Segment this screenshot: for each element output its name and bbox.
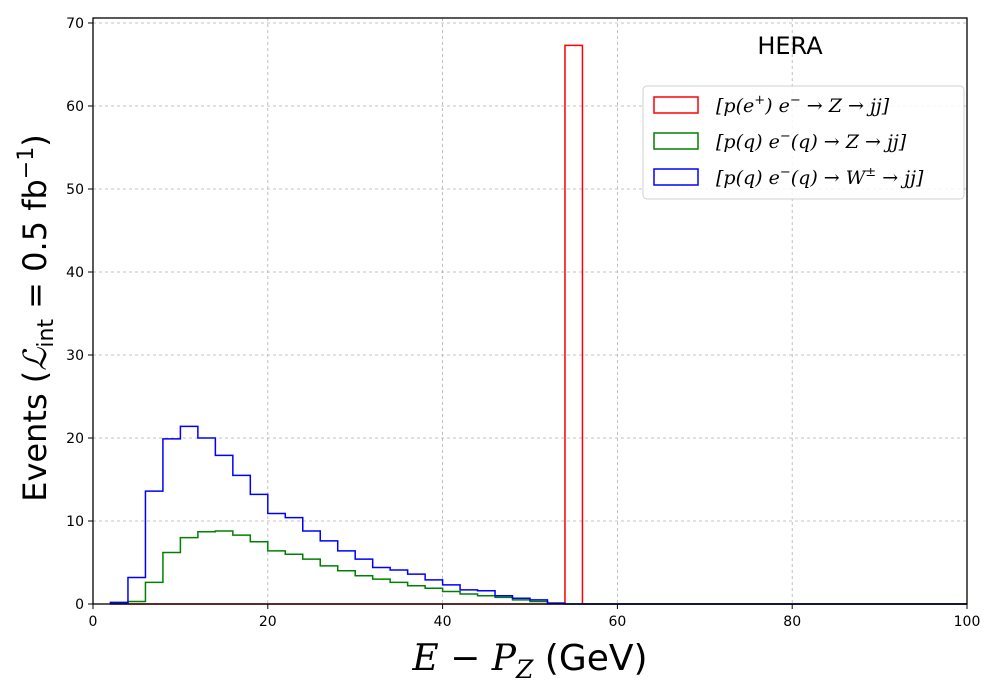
legend-1-open: [p(q) e: [716, 131, 780, 153]
legend-swatch-green: [653, 132, 699, 150]
y-axis-label-sub: int: [34, 319, 59, 348]
ticks: 0 20 40 60 80 100 0 10 20 30 40 50 60 70: [66, 16, 980, 630]
y-tick-label-7: 70: [66, 16, 84, 32]
x-axis-label-sub: Z: [515, 655, 534, 684]
legend-2-open: [p(q) e: [716, 167, 780, 189]
legend-2-mid: (q) → W: [791, 167, 867, 189]
x-tick-label-1: 20: [259, 614, 277, 630]
y-tick-label-5: 50: [66, 182, 84, 198]
y-axis-label-post: ): [16, 134, 54, 146]
y-axis-label-l: ℒ: [16, 347, 54, 371]
grid: [92, 18, 968, 605]
y-tick-label-0: 0: [75, 597, 84, 613]
y-axis-label-sup: −1: [14, 147, 39, 179]
legend-entry-0: [p(e+) e− → Z → jj]: [716, 93, 890, 117]
legend-frame: [642, 85, 965, 200]
legend-1-mid: (q) → Z → jj]: [791, 131, 907, 153]
legend-0-mid: ) e: [764, 95, 790, 117]
y-tick-label-4: 40: [66, 265, 84, 281]
x-tick-label-3: 60: [608, 614, 626, 630]
legend-0-rest: → Z → jj]: [801, 95, 890, 117]
legend-swatch-blue: [653, 168, 699, 186]
legend-0-open: [p(e: [716, 95, 754, 117]
y-tick-label-6: 60: [66, 99, 84, 115]
y-tick-label-2: 20: [66, 431, 84, 447]
legend: [p(e+) e− → Z → jj] [p(q) e−(q) → Z → jj…: [642, 85, 965, 200]
legend-2-sup: −: [780, 165, 791, 180]
y-axis-label-pre: Events (: [16, 371, 54, 502]
x-tick-label-5: 100: [954, 614, 981, 630]
plot-frame: [92, 17, 968, 605]
x-tick-label-0: 0: [89, 614, 98, 630]
legend-2-sup2: ±: [865, 165, 876, 180]
y-tick-label-3: 30: [66, 348, 84, 364]
hera-annotation: HERA: [757, 32, 823, 60]
y-axis-label-mid: = 0.5 fb: [16, 179, 54, 319]
legend-0-sup: +: [754, 93, 765, 108]
x-axis-label-main: E − P: [411, 638, 516, 679]
y-axis-label: Events (ℒint = 0.5 fb−1): [14, 134, 59, 501]
x-tick-label-4: 80: [783, 614, 801, 630]
legend-entry-2: [p(q) e−(q) → W± → jj]: [716, 165, 924, 189]
x-tick-label-2: 40: [434, 614, 452, 630]
y-tick-label-1: 10: [66, 514, 84, 530]
x-axis-label-unit: (GeV): [533, 638, 647, 679]
legend-entry-1: [p(q) e−(q) → Z → jj]: [716, 129, 907, 153]
legend-swatch-red: [653, 96, 699, 114]
legend-2-rest: → jj]: [876, 167, 924, 189]
legend-0-sup2: −: [790, 93, 801, 108]
legend-1-sup: −: [780, 129, 791, 144]
x-axis-label: E − PZ (GeV): [411, 638, 647, 684]
